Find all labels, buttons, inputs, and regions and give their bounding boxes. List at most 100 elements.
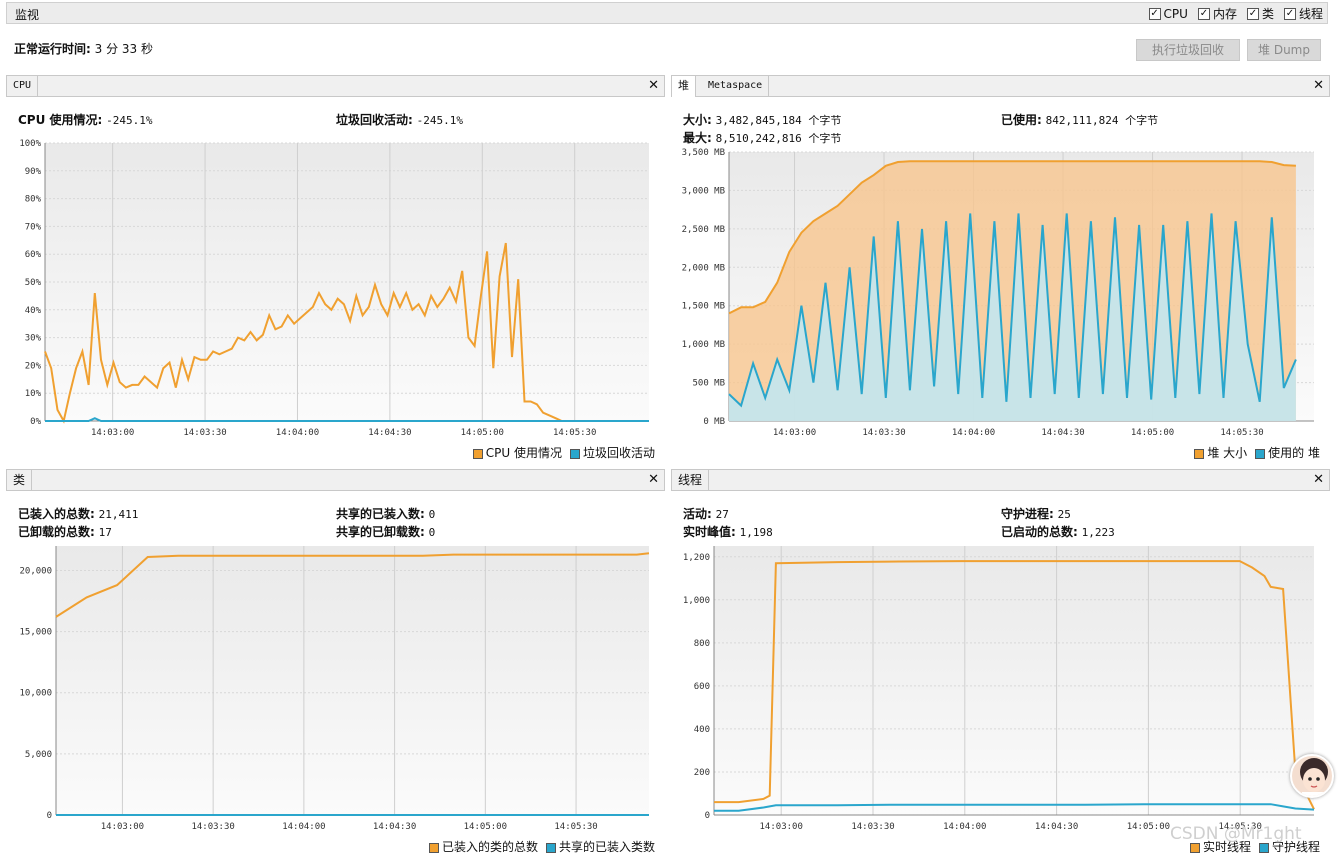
x-tick-label: 14:03:30 [862,428,905,438]
x-tick-label: 14:03:30 [183,428,226,438]
y-tick-label: 70% [25,222,42,232]
heap-chart: 0 MB 500 MB 1,000 MB 1,500 MB 2,000 MB 2,500 … [682,148,1314,438]
x-tick-label: 14:04:00 [943,822,986,832]
legend-swatch [1255,448,1266,459]
x-tick-label: 14:05:00 [1127,822,1170,832]
peak-threads-readout: 实时峰值: 1,198 [683,525,773,539]
y-tick-label: 100% [19,139,41,149]
legend-item: CPU 使用情况 [472,444,562,461]
tab-cpu[interactable]: CPU [7,76,39,97]
y-tick-label: 3,000 MB [682,186,725,196]
y-tick-label: 3,500 MB [682,148,725,158]
y-tick-label: 80% [25,195,42,205]
heap-used-readout: 已使用: 842,111,824 个字节 [1001,113,1159,127]
x-tick-label: 14:05:00 [1131,428,1174,438]
legend-swatch [1258,842,1269,853]
classes-legend: 已装入的类的总数 共享的已装入类数 [428,838,655,855]
heap-max-readout: 最大: 8,510,242,816 个字节 [683,131,842,145]
uptime-readout: 正常运行时间: 3 分 33 秒 [14,42,153,56]
legend-swatch [1189,842,1200,853]
x-tick-label: 14:04:30 [368,428,411,438]
legend-swatch [428,842,439,853]
threads-chart: 0 200 400 600 800 1,000 1,200 14:03:00 14:03:30 1… [683,546,1315,832]
y-tick-label: 20% [25,361,42,371]
y-tick-label: 10,000 [19,689,52,699]
x-tick-label: 14:03:30 [851,822,894,832]
legend-swatch [545,842,556,853]
series-line-blue [714,803,1315,812]
y-tick-label: 30% [25,334,42,344]
y-tick-label: 2,000 MB [682,263,725,273]
y-tick-label: 5,000 [25,750,52,760]
x-tick-label: 14:04:00 [276,428,319,438]
y-tick-label: 40% [25,306,42,316]
series-line-blue [728,213,1297,408]
legend-swatch [569,448,580,459]
tab-metaspace[interactable]: Metaspace [702,76,770,97]
tab-classes[interactable]: 类 [7,470,33,491]
series-line-orange [728,160,1296,315]
heap-dump-button[interactable]: 堆 Dump [1247,39,1321,61]
close-icon[interactable]: ✕ [1313,472,1324,487]
live-threads-readout: 活动: 27 [683,507,729,521]
cpu-legend: CPU 使用情况 垃圾回收活动 [472,444,655,461]
y-tick-label: 600 [694,682,710,692]
checkbox-cpu[interactable]: ✓ CPU [1148,6,1188,21]
checkbox-threads[interactable]: ✓ 线程 [1283,7,1323,21]
y-tick-label: 2,500 MB [682,225,725,235]
close-icon[interactable]: ✕ [1313,78,1324,93]
x-tick-label: 14:05:30 [553,428,596,438]
legend-item: 已装入的类的总数 [428,838,538,855]
y-tick-label: 1,500 MB [682,302,725,312]
x-tick-label: 14:05:30 [1219,822,1262,832]
heap-size-readout: 大小: 3,482,845,184 个字节 [683,113,842,127]
series-line-orange [44,242,649,424]
loaded-classes-readout: 已装入的总数: 21,411 [18,507,139,521]
x-tick-label: 14:05:30 [1220,428,1263,438]
x-tick-label: 14:03:00 [760,822,803,832]
checkbox-check-icon[interactable]: ✓ [1246,7,1259,20]
checkbox-check-icon[interactable]: ✓ [1148,7,1161,20]
y-tick-label: 0 MB [703,417,725,427]
unloaded-classes-readout: 已卸载的总数: 17 [18,525,112,539]
plot-area [714,546,1314,815]
series-line-orange [55,552,650,618]
perform-gc-button[interactable]: 执行垃圾回收 [1136,39,1240,61]
daemon-threads-readout: 守护进程: 25 [1001,507,1071,521]
shared-unloaded-readout: 共享的已卸载数: 0 [336,525,436,539]
series-line-orange [714,560,1315,810]
started-threads-readout: 已启动的总数: 1,223 [1001,525,1115,539]
x-tick-label: 14:03:00 [101,822,144,832]
view-checkboxes: ✓ CPU ✓ 内存 ✓ 类 ✓ 线程 [1148,5,1323,22]
y-tick-label: 20,000 [19,566,52,576]
legend-item: 共享的已装入类数 [545,838,655,855]
close-icon[interactable]: ✕ [648,78,659,93]
checkbox-check-icon[interactable]: ✓ [1197,7,1210,20]
y-tick-label: 90% [25,167,42,177]
tab-heap[interactable]: 堆 [672,76,696,97]
checkbox-classes[interactable]: ✓ 类 [1246,7,1274,21]
classes-tab-bar: 类 ✕ [6,469,665,491]
classes-panel: 类 ✕ 已装入的总数: 21,411 已卸载的总数: 17 共享的已装入数: 0… [6,469,665,857]
y-tick-label: 1,000 MB [682,340,725,350]
x-tick-label: 14:04:30 [1041,428,1084,438]
x-tick-label: 14:03:00 [91,428,134,438]
y-tick-label: 800 [694,639,710,649]
heap-tab-bar: 堆 Metaspace ✕ [671,75,1330,97]
y-tick-label: 200 [694,768,710,778]
watermark: CSDN @Mr1ght [1170,824,1302,844]
close-icon[interactable]: ✕ [648,472,659,487]
y-tick-label: 400 [694,725,710,735]
shared-loaded-readout: 共享的已装入数: 0 [336,507,436,521]
checkbox-memory[interactable]: ✓ 内存 [1197,7,1237,21]
checkbox-check-icon[interactable]: ✓ [1283,7,1296,20]
assistant-avatar[interactable] [1290,754,1334,798]
y-tick-label: 0% [30,417,41,427]
y-tick-label: 500 MB [692,379,725,389]
cpu-panel: CPU ✕ CPU 使用情况: -245.1% 垃圾回收活动: -245.1% … [6,75,665,463]
tab-threads[interactable]: 线程 [672,470,710,491]
y-tick-label: 15,000 [19,628,52,638]
avatar-face-icon [1300,758,1328,796]
heap-legend: 堆 大小 使用的 堆 [1194,444,1320,461]
x-tick-label: 14:04:00 [282,822,325,832]
